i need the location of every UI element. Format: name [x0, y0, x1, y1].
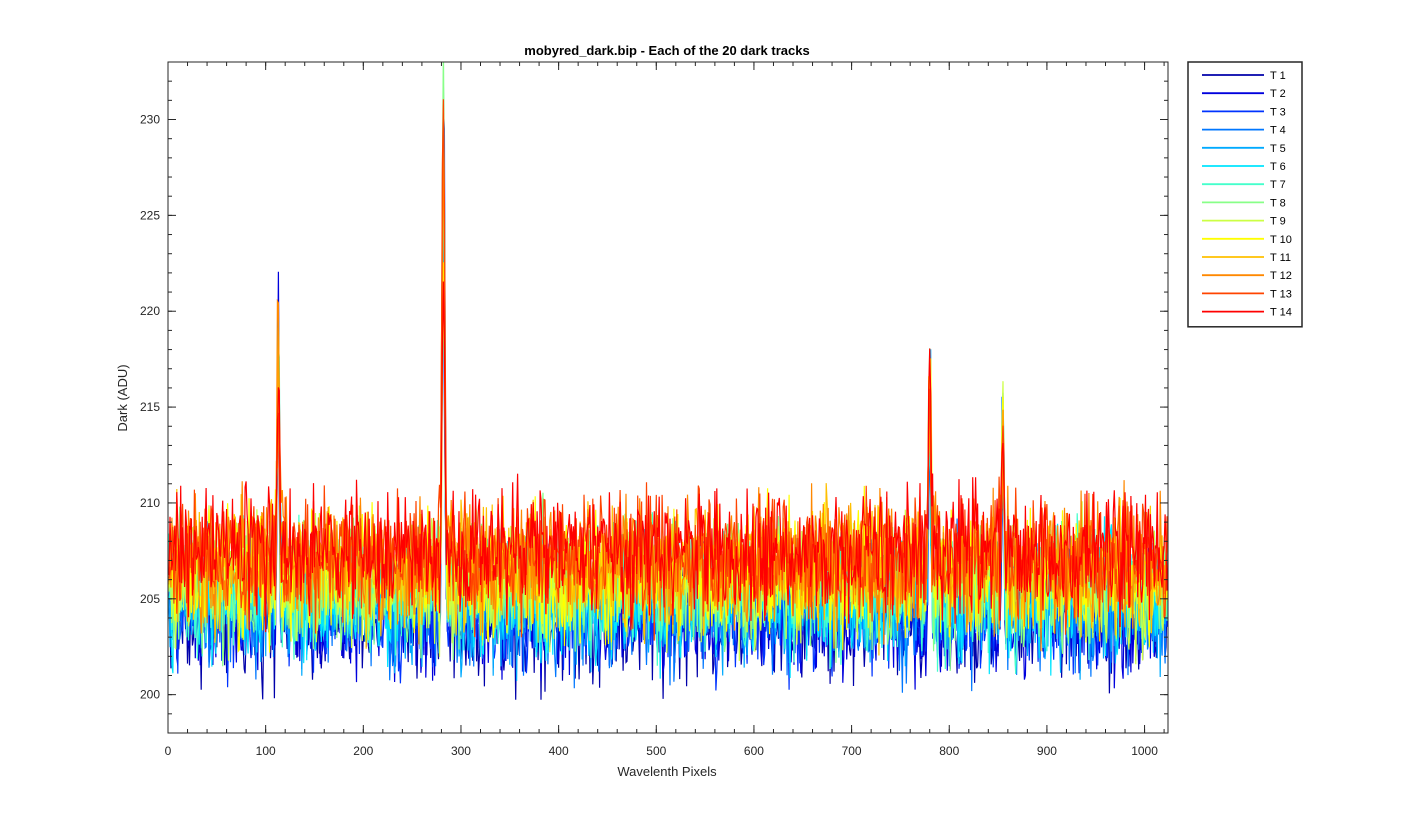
legend-label: T 2: [1270, 88, 1286, 100]
y-tick-label: 200: [140, 688, 160, 702]
legend-label: T 11: [1270, 252, 1291, 264]
y-tick-label: 210: [140, 496, 160, 510]
legend-label: T 9: [1270, 216, 1286, 228]
x-axis-label: Wavelenth Pixels: [617, 764, 717, 779]
chart-title: mobyred_dark.bip - Each of the 20 dark t…: [524, 43, 809, 58]
y-tick-label: 215: [140, 400, 160, 414]
legend: T 1 T 2 T 3 T 4 T 5 T 6 T 7 T 8 T 9 T 10 T 11 T 12 T…: [1187, 61, 1303, 328]
legend-label: T 4: [1270, 125, 1286, 137]
plot-area: [168, 62, 1168, 700]
legend-label: T 3: [1270, 106, 1286, 118]
legend-label: T 6: [1270, 161, 1286, 173]
x-tick-label: 1000: [1131, 744, 1158, 758]
legend-label: T 14: [1270, 307, 1292, 319]
x-tick-label: 500: [646, 744, 666, 758]
legend-box: [1187, 61, 1303, 328]
axes: 0 100 200 300 400 500 600 700 800 900 1000 200 205 21…: [140, 61, 1169, 758]
x-tick-label: 400: [549, 744, 569, 758]
legend-label: T 13: [1270, 288, 1292, 300]
y-tick-label: 225: [140, 208, 160, 222]
y-tick-label: 205: [140, 592, 160, 606]
x-tick-label: 0: [165, 744, 172, 758]
y-tick-label: 230: [140, 113, 160, 127]
axes-frame: [167, 61, 1169, 734]
legend-label: T 1: [1270, 70, 1286, 82]
legend-label: T 5: [1270, 143, 1286, 155]
x-tick-label: 800: [939, 744, 959, 758]
x-tick-label: 300: [451, 744, 471, 758]
series-line-t14: [168, 281, 1168, 633]
x-tick-label: 100: [256, 744, 276, 758]
legend-label: T 8: [1270, 197, 1286, 209]
legend-label: T 7: [1270, 179, 1286, 191]
legend-label: T 10: [1270, 234, 1292, 246]
x-tick-label: 900: [1037, 744, 1057, 758]
y-tick-label: 220: [140, 304, 160, 318]
x-tick-label: 700: [842, 744, 862, 758]
x-tick-label: 200: [353, 744, 373, 758]
y-axis-label: Dark (ADU): [115, 364, 130, 431]
legend-label: T 12: [1270, 270, 1292, 282]
x-tick-label: 600: [744, 744, 764, 758]
